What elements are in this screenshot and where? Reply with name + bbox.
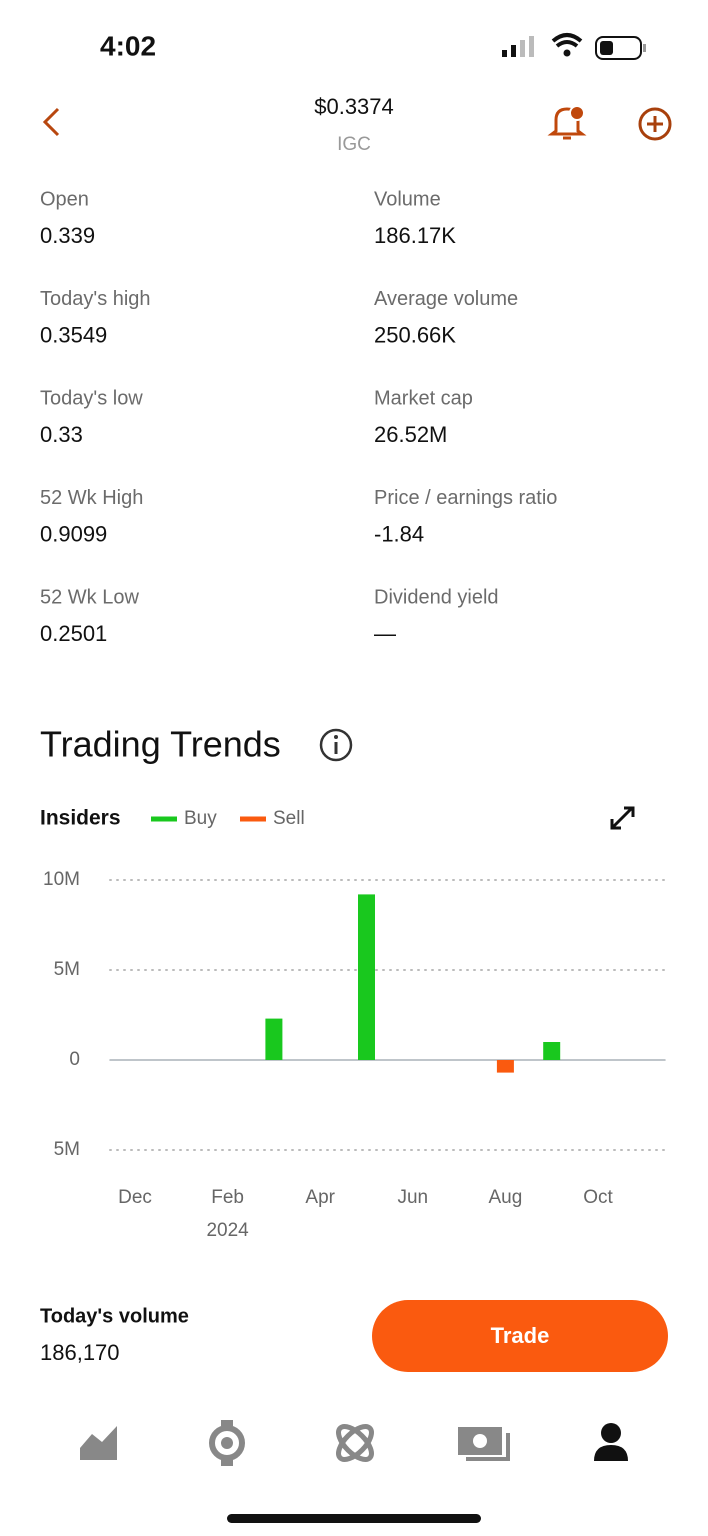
alert-button[interactable]	[547, 105, 587, 140]
legend: Buy Sell	[151, 808, 305, 829]
stat-value: 0.9099	[40, 521, 107, 546]
stat-label: Today's high	[40, 288, 151, 310]
volume-label: Today's volume	[40, 1305, 189, 1327]
y-tick-label: 0	[69, 1049, 80, 1070]
nav-markets[interactable]	[80, 1426, 117, 1460]
trade-button[interactable]: Trade	[372, 1300, 668, 1372]
stat-value: 0.3549	[40, 322, 107, 347]
stat-label: Today's low	[40, 387, 143, 409]
stat-value: -1.84	[374, 521, 424, 546]
section-title: Trading Trends	[40, 724, 281, 765]
stat-value: 0.339	[40, 223, 95, 248]
status-icons	[502, 33, 646, 60]
stat-label: Price / earnings ratio	[374, 487, 557, 509]
add-button[interactable]	[638, 107, 672, 141]
x-year-label: 2024	[206, 1220, 249, 1241]
stat-label: 52 Wk Low	[40, 586, 139, 608]
stat-label: Open	[40, 188, 89, 210]
x-tick-label: Dec	[118, 1187, 152, 1208]
y-tick-label: 5M	[54, 959, 80, 980]
bar	[496, 1060, 514, 1073]
nav-cash[interactable]	[458, 1427, 510, 1461]
x-tick-label: Feb	[211, 1187, 244, 1208]
trade-label[interactable]: Trade	[491, 1323, 550, 1348]
bar	[543, 1042, 561, 1060]
home-indicator	[227, 1514, 481, 1523]
stat-label: 52 Wk High	[40, 487, 143, 509]
legend-label: Buy	[184, 808, 217, 829]
bar	[358, 894, 375, 1060]
x-tick-label: Aug	[488, 1187, 522, 1208]
info-icon[interactable]	[319, 728, 353, 762]
stat-label: Volume	[374, 188, 441, 210]
y-tick-label: 10M	[43, 869, 80, 890]
nav-bar	[80, 1420, 628, 1466]
nav-crypto[interactable]	[209, 1420, 245, 1466]
stats: Open 0.339 Volume 186.17K Today's high 0.3549…	[40, 188, 557, 646]
nav-explore[interactable]	[333, 1421, 377, 1465]
stat-value: 250.66K	[374, 322, 456, 347]
x-tick-label: Oct	[583, 1187, 613, 1208]
back-button[interactable]	[42, 107, 60, 137]
status-time: 4:02	[100, 30, 156, 61]
ticker: IGC	[337, 134, 371, 155]
price: $0.3374	[314, 94, 394, 119]
expand-button[interactable]	[610, 806, 635, 830]
x-tick-label: Apr	[305, 1187, 335, 1208]
legend-title: Insiders	[40, 807, 121, 830]
x-tick-label: Jun	[397, 1187, 428, 1208]
stat-label: Market cap	[374, 387, 473, 409]
stat-label: Dividend yield	[374, 586, 499, 608]
stat-value: —	[374, 621, 396, 646]
bar	[265, 1018, 283, 1060]
y-tick-label: 5M	[54, 1139, 80, 1160]
nav-account[interactable]	[594, 1423, 628, 1461]
stat-value: 0.2501	[40, 621, 107, 646]
stat-label: Average volume	[374, 288, 518, 310]
stat-value: 26.52M	[374, 422, 447, 447]
chart: 5M 0 5M 10M Dec Feb Apr Jun Aug Oct 2024	[43, 869, 666, 1241]
stat-value: 0.33	[40, 422, 83, 447]
legend-label: Sell	[273, 808, 305, 829]
stat-value: 186.17K	[374, 223, 456, 248]
volume-value: 186,170	[40, 1340, 120, 1365]
